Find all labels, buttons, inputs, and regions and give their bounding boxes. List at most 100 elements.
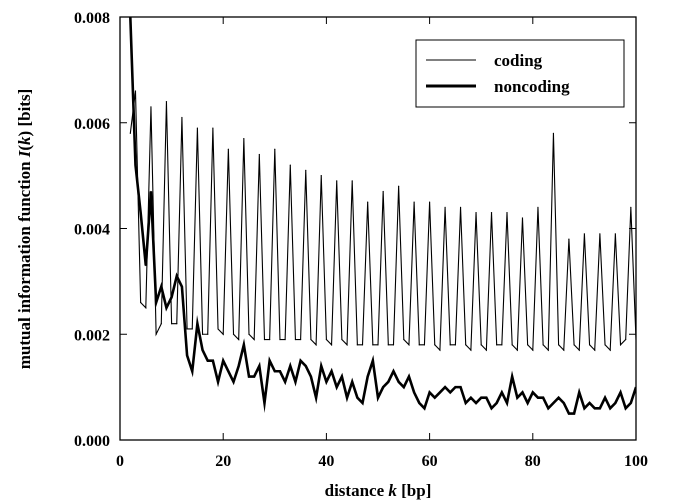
data-point-coding [351, 180, 353, 182]
data-point-coding [501, 344, 503, 346]
data-point-coding [243, 138, 245, 140]
data-point-coding [320, 175, 322, 177]
legend-box [415, 39, 625, 108]
data-point-noncoding [269, 360, 271, 362]
data-point-noncoding [325, 381, 327, 383]
data-point-noncoding [444, 386, 446, 388]
data-point-coding [227, 148, 229, 150]
data-point-noncoding [134, 164, 137, 166]
data-point-coding [263, 338, 266, 341]
y-tick-label: 0.008 [74, 10, 110, 27]
data-point-coding [568, 238, 570, 240]
data-point-coding [604, 344, 606, 346]
data-point-noncoding [181, 286, 183, 288]
data-point-noncoding [625, 407, 627, 409]
x-tick-label: 80 [525, 453, 541, 470]
x-tick-label: 100 [624, 453, 648, 470]
data-point-noncoding [470, 397, 472, 399]
data-point-coding [583, 233, 586, 235]
data-point-coding [160, 323, 162, 325]
data-point-noncoding [186, 354, 188, 356]
legend-label-noncoding: noncoding [494, 77, 570, 96]
data-point-noncoding [248, 375, 250, 378]
data-point-noncoding [238, 365, 240, 367]
data-point-noncoding [398, 381, 400, 383]
data-point-coding [599, 233, 601, 235]
data-point-coding [232, 333, 235, 335]
data-point-coding [315, 344, 317, 346]
y-tick-label: 0.006 [74, 116, 110, 133]
data-point-noncoding [423, 407, 426, 409]
data-point-noncoding [480, 397, 482, 399]
data-point-coding [516, 349, 518, 351]
data-point-noncoding [429, 391, 431, 394]
data-point-noncoding [310, 375, 312, 378]
data-point-noncoding [274, 370, 276, 372]
data-point-coding [630, 206, 632, 208]
data-point-coding [439, 349, 441, 351]
data-point-noncoding [392, 370, 395, 372]
data-point-noncoding [403, 386, 405, 388]
data-point-noncoding [145, 264, 147, 267]
data-point-noncoding [341, 375, 343, 378]
data-point-noncoding [176, 275, 178, 277]
data-point-coding [527, 344, 529, 346]
data-point-noncoding [485, 397, 487, 399]
data-point-noncoding [330, 370, 333, 372]
data-point-noncoding [501, 391, 503, 394]
data-point-coding [279, 338, 281, 341]
data-point-coding [361, 344, 364, 346]
data-point-noncoding [253, 375, 255, 378]
y-tick-label: 0.004 [74, 222, 110, 239]
data-point-noncoding [222, 360, 224, 362]
data-point-noncoding [165, 307, 168, 309]
data-point-noncoding [356, 397, 358, 399]
x-axis-title: distance k [bp] [325, 481, 432, 500]
data-point-noncoding [367, 375, 369, 378]
data-point-coding [537, 206, 539, 208]
data-point-noncoding [521, 391, 524, 394]
data-point-coding [609, 349, 611, 351]
data-point-coding [423, 344, 426, 346]
data-point-noncoding [594, 407, 596, 409]
data-point-noncoding [408, 375, 410, 378]
data-point-noncoding [614, 402, 616, 404]
data-point-noncoding [532, 391, 534, 394]
data-point-noncoding [609, 407, 611, 409]
data-point-coding [341, 338, 343, 341]
data-point-coding [418, 344, 420, 346]
data-point-noncoding [171, 296, 173, 298]
data-point-noncoding [196, 323, 198, 325]
data-point-coding [196, 127, 198, 129]
data-point-noncoding [212, 360, 214, 362]
data-point-noncoding [201, 349, 204, 351]
data-point-noncoding [537, 397, 539, 399]
data-point-noncoding [346, 397, 348, 399]
data-point-noncoding [506, 402, 508, 404]
data-point-coding [558, 344, 560, 346]
data-point-noncoding [578, 391, 580, 394]
data-point-noncoding [243, 344, 245, 346]
data-point-coding [356, 344, 358, 346]
data-point-coding [449, 344, 451, 346]
legend-label-coding: coding [494, 51, 543, 70]
data-point-noncoding [588, 402, 591, 404]
data-point-coding [454, 344, 456, 346]
data-point-coding [176, 323, 178, 325]
data-point-noncoding [439, 391, 441, 394]
data-point-coding [480, 344, 482, 346]
data-point-noncoding [418, 402, 420, 404]
data-point-coding [475, 212, 477, 214]
data-point-coding [325, 338, 327, 341]
data-point-coding [465, 344, 467, 346]
data-point-coding [403, 338, 405, 341]
data-point-noncoding [599, 407, 601, 409]
y-tick-label: 0.002 [74, 327, 110, 344]
data-point-coding [134, 90, 137, 92]
data-point-noncoding [258, 365, 260, 367]
data-point-noncoding [294, 381, 297, 383]
data-point-noncoding [563, 402, 565, 404]
data-point-coding [485, 349, 487, 351]
data-point-coding [372, 344, 374, 346]
data-point-coding [496, 344, 498, 346]
